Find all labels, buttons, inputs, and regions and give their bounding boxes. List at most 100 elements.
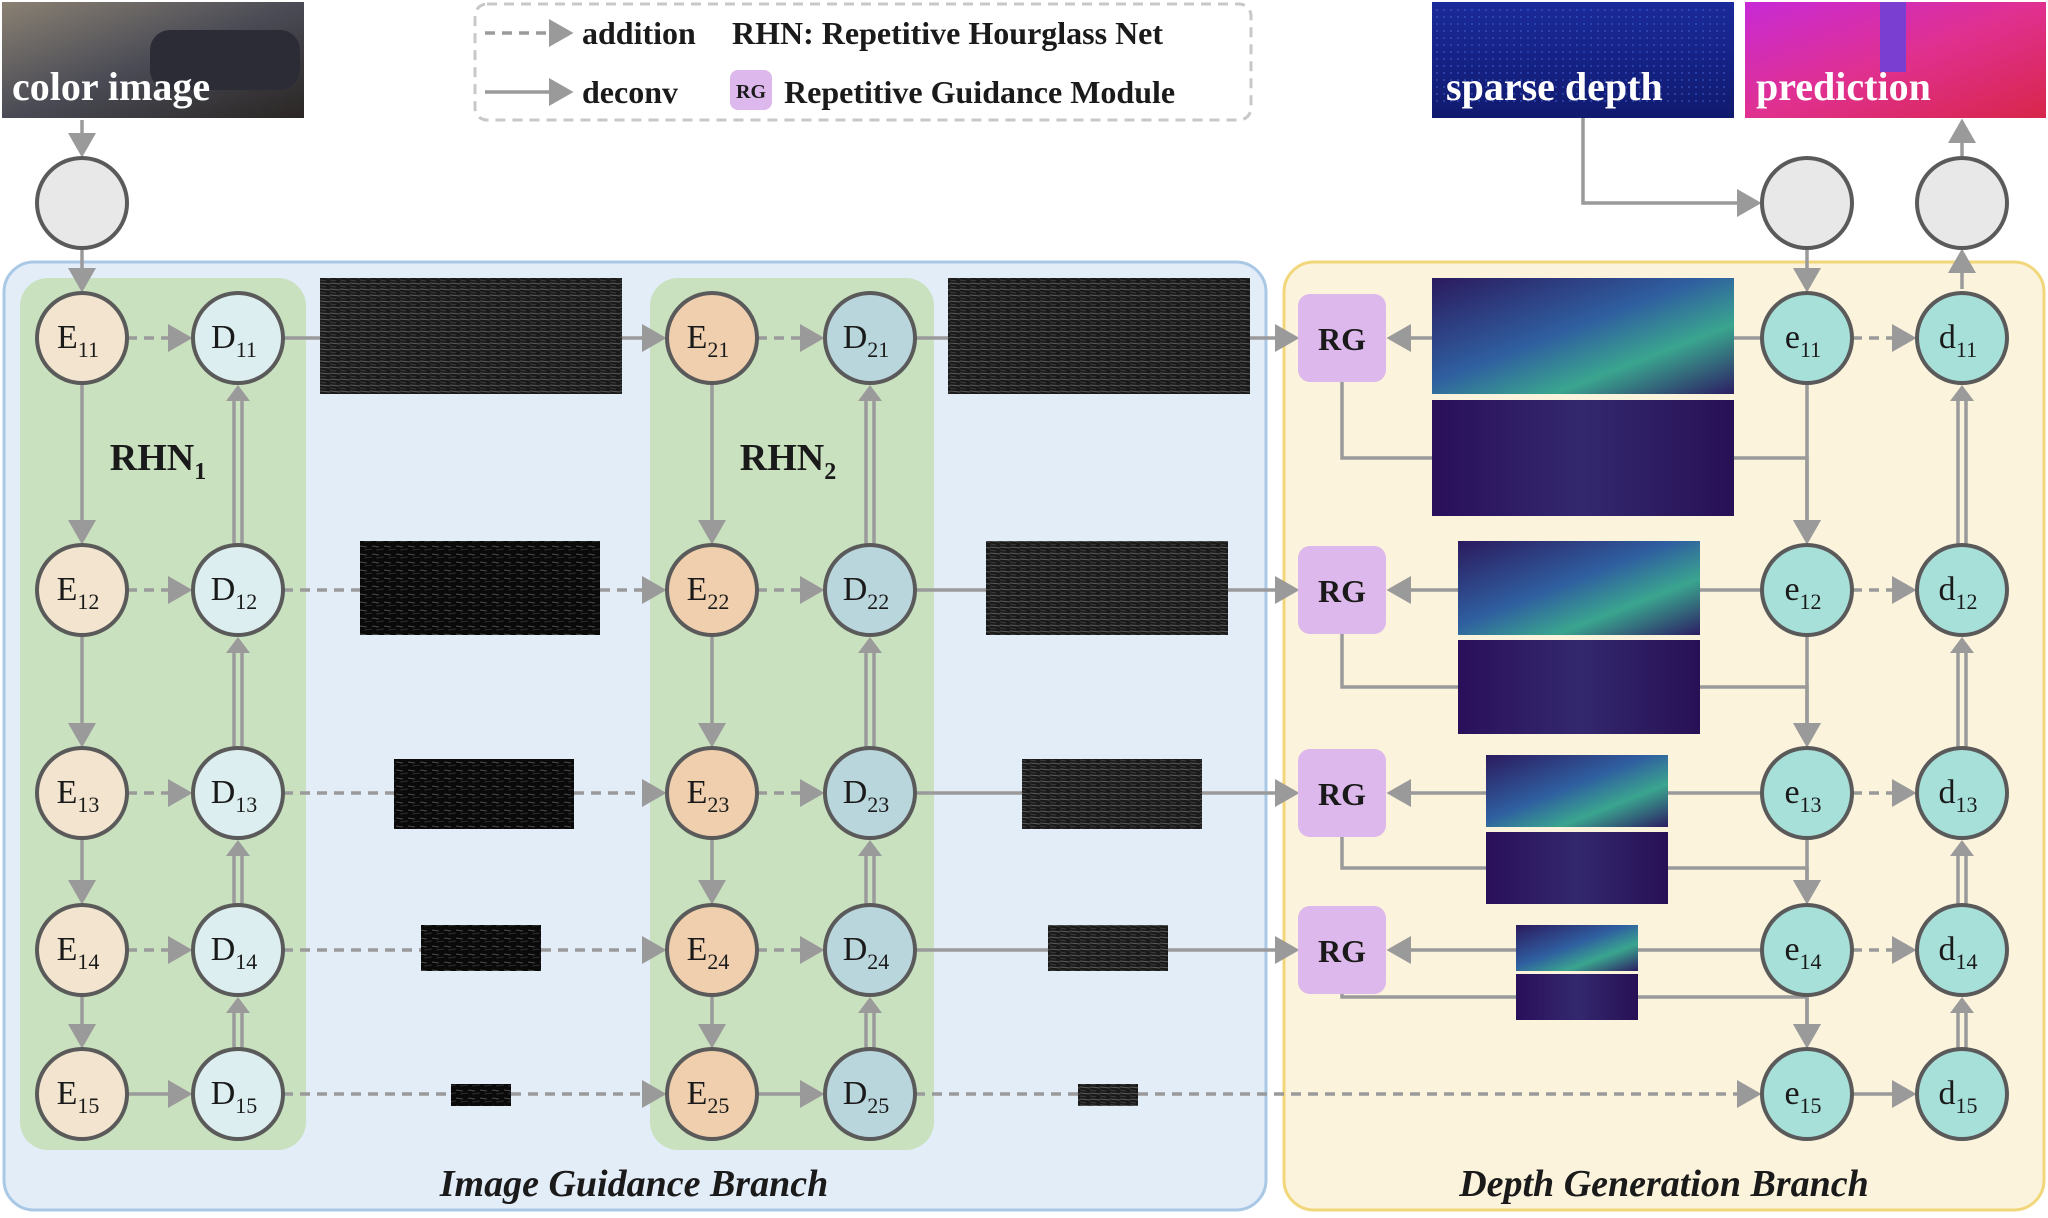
depth-encoder-node-2 bbox=[1760, 543, 1854, 637]
encoder2-node-2-label-sub: 22 bbox=[707, 589, 729, 614]
legend-rg-badge bbox=[730, 70, 772, 110]
decoder2-node-3-label-sub: 23 bbox=[867, 792, 889, 817]
image-feature-map-2 bbox=[360, 541, 600, 635]
decoder-up-edge-1-4-head bbox=[858, 997, 882, 1013]
depth-feature-map-2 bbox=[1458, 541, 1700, 635]
decoder-up-edge-2-4-head bbox=[1950, 997, 1974, 1013]
encoder1-node-4 bbox=[35, 903, 129, 997]
depth-decoder-node-1 bbox=[1915, 291, 2009, 385]
decoder2-node-3-label: D23 bbox=[843, 774, 890, 817]
rhn1-label: RHN1 bbox=[110, 437, 206, 485]
rg-module-label-1: RG bbox=[1318, 321, 1366, 357]
depth-decoder-node-3-label: d13 bbox=[1939, 774, 1978, 817]
decoder1-node-4 bbox=[191, 903, 285, 997]
decoder-up-edge-1-3-head bbox=[858, 840, 882, 856]
depth-encoder-node-5 bbox=[1760, 1047, 1854, 1141]
prediction-label: prediction bbox=[1756, 64, 1931, 109]
rg-module-3 bbox=[1298, 749, 1386, 837]
encoder1-node-4-label-sub: 14 bbox=[77, 949, 99, 974]
guidance-feature-map-4 bbox=[1048, 925, 1168, 971]
decoder1-node-4-label-sub: 14 bbox=[235, 949, 257, 974]
depth-encoder-node-1-label: e11 bbox=[1785, 319, 1821, 362]
encoder2-node-3-label-main: E bbox=[687, 774, 708, 811]
depth-feature-map-1 bbox=[1432, 278, 1734, 394]
color-image-label: color image bbox=[12, 64, 210, 109]
depth-decoder-node-5-label: d15 bbox=[1939, 1075, 1978, 1118]
encoder1-node-2-label-sub: 12 bbox=[77, 589, 99, 614]
prediction-output-node bbox=[1915, 156, 2009, 250]
decoder-up-edge-1-1-head bbox=[858, 385, 882, 401]
decoder1-node-5 bbox=[191, 1047, 285, 1141]
decoder1-node-2-label-main: D bbox=[211, 571, 236, 608]
decoder-up-edge-0-3-head bbox=[226, 840, 250, 856]
depth-decoder-node-5-label-sub: 15 bbox=[1956, 1093, 1978, 1118]
depth-decoder-node-5 bbox=[1915, 1047, 2009, 1141]
decoder-up-edge-2-3-head bbox=[1950, 840, 1974, 856]
decoder1-node-1 bbox=[191, 291, 285, 385]
depth-encoder-node-4-label-sub: 14 bbox=[1800, 949, 1822, 974]
legend-rhn-label: RHN: Repetitive Hourglass Net bbox=[732, 15, 1163, 51]
decoder2-node-3 bbox=[823, 746, 917, 840]
depth-encoder-node-5-label-sub: 15 bbox=[1800, 1093, 1822, 1118]
decoder1-node-3-label-main: D bbox=[211, 774, 236, 811]
sparse-depth-label: sparse depth bbox=[1446, 64, 1663, 109]
depth-decoder-node-3 bbox=[1915, 746, 2009, 840]
guidance-feature-map-1 bbox=[948, 278, 1250, 394]
sparse-depth-to-input-edge bbox=[1581, 118, 1762, 217]
decoder2-node-2-label: D22 bbox=[843, 571, 890, 614]
rg-output-feature-map-3 bbox=[1486, 832, 1668, 904]
guidance-feature-map-2 bbox=[986, 541, 1228, 635]
depth-decoder-node-4-label-sub: 14 bbox=[1956, 949, 1978, 974]
decoder-up-edge-0-1-head bbox=[226, 385, 250, 401]
depth-decoder-node-3-label-sub: 13 bbox=[1956, 792, 1978, 817]
decoder1-node-1-label-sub: 11 bbox=[236, 337, 257, 362]
rhn1-label-main: RHN bbox=[110, 437, 194, 479]
encoder1-node-3 bbox=[35, 746, 129, 840]
decoder1-node-3-label-sub: 13 bbox=[235, 792, 257, 817]
encoder1-node-1 bbox=[35, 291, 129, 385]
depth-encoder-node-3 bbox=[1760, 746, 1854, 840]
decoder2-node-1-label: D21 bbox=[843, 319, 890, 362]
encoder1-node-4-label: E14 bbox=[57, 931, 100, 974]
decoder1-node-5-label-main: D bbox=[211, 1075, 236, 1112]
depth-decoder-node-2-label-main: d bbox=[1939, 571, 1956, 608]
decoder1-node-4-label: D14 bbox=[211, 931, 258, 974]
color-image-car-shape bbox=[150, 30, 300, 90]
decoder1-node-1-label-main: D bbox=[211, 319, 236, 356]
depth-decoder-node-1-label: d11 bbox=[1939, 319, 1977, 362]
decoder2-node-2 bbox=[823, 543, 917, 637]
image-feature-map-5 bbox=[451, 1084, 511, 1106]
encoder2-node-5-label-sub: 25 bbox=[707, 1093, 729, 1118]
decoder2-node-4-label-sub: 24 bbox=[867, 949, 889, 974]
rg-module-label-3: RG bbox=[1318, 776, 1366, 812]
decoder2-node-4-label: D24 bbox=[843, 931, 890, 974]
encoder2-node-3-label: E23 bbox=[687, 774, 730, 817]
rg-output-feature-map-1 bbox=[1432, 400, 1734, 516]
encoder2-node-5 bbox=[665, 1047, 759, 1141]
decoder2-node-5-label: D25 bbox=[843, 1075, 890, 1118]
decoder2-node-5-label-sub: 25 bbox=[867, 1093, 889, 1118]
image-feature-map-3 bbox=[394, 759, 574, 829]
encoder2-node-4-label-main: E bbox=[687, 931, 708, 968]
encoder2-node-4 bbox=[665, 903, 759, 997]
rg-module-label-4: RG bbox=[1318, 933, 1366, 969]
encoder2-node-3-label-sub: 23 bbox=[707, 792, 729, 817]
prediction-pole-shape bbox=[1880, 2, 1906, 72]
rhn2-label-main: RHN bbox=[740, 437, 824, 479]
encoder1-node-5-label-main: E bbox=[57, 1075, 78, 1112]
decoder2-node-5-label-main: D bbox=[843, 1075, 868, 1112]
legend-rg-label: Repetitive Guidance Module bbox=[784, 74, 1175, 110]
decoder1-node-4-label-main: D bbox=[211, 931, 236, 968]
decoder1-node-2-label: D12 bbox=[211, 571, 258, 614]
decoder1-node-2-label-sub: 12 bbox=[235, 589, 257, 614]
depth-generation-branch-label: Depth Generation Branch bbox=[1458, 1163, 1869, 1205]
encoder1-node-5-label: E15 bbox=[57, 1075, 100, 1118]
encoder2-node-2 bbox=[665, 543, 759, 637]
rhn2-label: RHN2 bbox=[740, 437, 836, 485]
decoder1-node-5-label-sub: 15 bbox=[235, 1093, 257, 1118]
depth-decoder-node-4-label-main: d bbox=[1939, 931, 1956, 968]
decoder1-node-3-label: D13 bbox=[211, 774, 258, 817]
guidance-feature-map-5 bbox=[1078, 1084, 1138, 1106]
decoder-up-edge-0-2-head bbox=[226, 637, 250, 653]
